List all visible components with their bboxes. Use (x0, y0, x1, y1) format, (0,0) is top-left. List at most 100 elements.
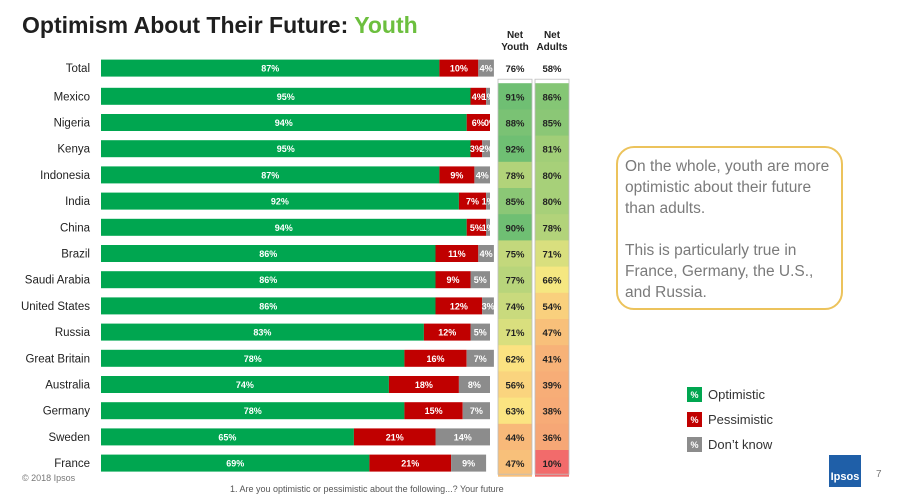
data-label-don-t-know-sweden: 14% (454, 432, 472, 442)
net-youth-value-france: 47% (505, 459, 525, 470)
bar-pessimistic-australia (388, 376, 459, 393)
category-label-brazil: Brazil (61, 249, 90, 261)
data-label-pessimistic-kenya: 3% (470, 144, 483, 154)
net-adults-cell-kenya (535, 135, 569, 163)
net-youth-value-united-states: 74% (505, 302, 525, 313)
bar-pessimistic-russia (423, 323, 471, 341)
legend: % Optimistic % Pessimistic % Don’t know (687, 382, 773, 457)
net-adults-cell-nigeria (535, 109, 569, 137)
category-label-france: France (54, 458, 90, 470)
data-label-don-t-know-germany: 7% (470, 406, 483, 416)
net-adults-header: Net Adults (535, 30, 569, 54)
net-adults-value-great-britain: 41% (542, 354, 562, 365)
data-label-pessimistic-russia: 12% (438, 328, 456, 338)
net-adults-cell-france (535, 450, 569, 477)
net-adults-cell-sweden (535, 423, 569, 451)
category-label-united-states: United States (21, 301, 90, 313)
net-youth-cell-australia (498, 371, 532, 399)
data-label-optimistic-total: 87% (261, 64, 279, 74)
data-label-optimistic-china: 94% (275, 223, 293, 233)
copyright: © 2018 Ipsos (22, 473, 76, 483)
bar-pessimistic-sweden (353, 428, 436, 446)
bar-optimistic-russia (101, 323, 424, 341)
net-youth-value-australia: 56% (505, 381, 525, 392)
data-label-pessimistic-australia: 18% (415, 380, 433, 390)
data-label-pessimistic-india: 7% (466, 197, 479, 207)
data-label-don-t-know-mexico: 1% (482, 92, 495, 102)
data-label-pessimistic-nigeria: 6% (472, 118, 485, 128)
net-adults-value-russia: 47% (542, 328, 562, 339)
net-adults-value-nigeria: 85% (542, 119, 562, 130)
bar-don-t-know-india (486, 192, 490, 210)
net-youth-cell-great-britain (498, 345, 532, 372)
bar-pessimistic-india (458, 192, 487, 210)
callout-box: On the whole, youth are more optimistic … (616, 146, 843, 310)
data-label-optimistic-russia: 83% (253, 328, 271, 338)
data-label-don-t-know-nigeria: 0% (484, 118, 497, 128)
data-label-don-t-know-india: 1% (482, 197, 495, 207)
net-youth-value-brazil: 75% (505, 250, 525, 261)
footnote: 1. Are you optimistic or pessimistic abo… (230, 484, 504, 494)
bar-don-t-know-kenya (482, 140, 490, 158)
net-youth-cell-nigeria (498, 109, 532, 137)
net-adults-cell-indonesia (535, 161, 569, 189)
net-adults-cell-china (535, 214, 569, 241)
data-label-optimistic-mexico: 95% (277, 92, 295, 102)
net-adults-value-sweden: 36% (542, 433, 562, 444)
net-youth-header-line1: Net (506, 30, 524, 41)
net-adults-value-germany: 38% (542, 407, 562, 418)
category-label-saudi-arabia: Saudi Arabia (25, 275, 91, 287)
data-label-don-t-know-total: 4% (480, 64, 493, 74)
net-adults-cell-australia (535, 371, 569, 399)
category-label-india: India (65, 196, 91, 208)
bar-pessimistic-great-britain (404, 349, 467, 367)
data-label-optimistic-kenya: 95% (277, 144, 295, 154)
bar-don-t-know-great-britain (466, 349, 494, 367)
net-adults-header-line1: Net (543, 30, 561, 41)
bar-don-t-know-sweden (435, 428, 490, 446)
legend-label-optimistic: Optimistic (708, 387, 766, 402)
net-youth-value-saudi-arabia: 77% (505, 276, 525, 287)
data-label-optimistic-united-states: 86% (259, 301, 277, 311)
net-youth-cell-mexico (498, 83, 532, 110)
data-label-optimistic-india: 92% (271, 197, 289, 207)
category-label-kenya: Kenya (57, 144, 90, 156)
data-label-pessimistic-france: 21% (401, 459, 419, 469)
net-youth-value-great-britain: 62% (505, 354, 525, 365)
data-label-don-t-know-saudi-arabia: 5% (474, 275, 487, 285)
net-adults-value-australia: 39% (542, 381, 562, 392)
bar-don-t-know-russia (470, 323, 490, 341)
data-label-don-t-know-france: 9% (462, 459, 475, 469)
net-youth-value-russia: 71% (505, 328, 525, 339)
ipsos-logo: Ipsos (829, 455, 861, 487)
bar-optimistic-united-states (101, 297, 436, 315)
bar-don-t-know-indonesia (474, 166, 490, 184)
bar-don-t-know-china (486, 218, 490, 236)
net-youth-header-line2: Youth (501, 42, 529, 53)
category-label-great-britain: Great Britain (25, 353, 90, 365)
data-label-optimistic-france: 69% (226, 459, 244, 469)
net-adults-cell-great-britain (535, 345, 569, 372)
category-label-germany: Germany (43, 406, 91, 418)
net-youth-value-sweden: 44% (505, 433, 525, 444)
category-label-mexico: Mexico (54, 91, 90, 103)
data-label-don-t-know-australia: 8% (468, 380, 481, 390)
net-adults-cell-mexico (535, 83, 569, 110)
data-label-pessimistic-brazil: 11% (448, 249, 466, 259)
bar-don-t-know-total (478, 59, 494, 77)
data-label-pessimistic-saudi-arabia: 9% (446, 275, 459, 285)
bar-pessimistic-kenya (470, 140, 483, 158)
bar-don-t-know-united-states (482, 297, 494, 315)
bar-optimistic-great-britain (101, 349, 405, 367)
callout-paragraph-1: On the whole, youth are more optimistic … (625, 158, 830, 217)
data-label-optimistic-indonesia: 87% (261, 170, 279, 180)
page-number: 7 (876, 469, 882, 480)
net-adults-value-mexico: 86% (542, 92, 562, 103)
net-youth-value-india: 85% (505, 197, 525, 208)
bar-pessimistic-indonesia (439, 166, 475, 184)
net-youth-cell-india (498, 188, 532, 215)
net-adults-cell-united-states (535, 292, 569, 320)
bar-optimistic-saudi-arabia (101, 271, 436, 289)
data-label-optimistic-brazil: 86% (259, 249, 277, 259)
